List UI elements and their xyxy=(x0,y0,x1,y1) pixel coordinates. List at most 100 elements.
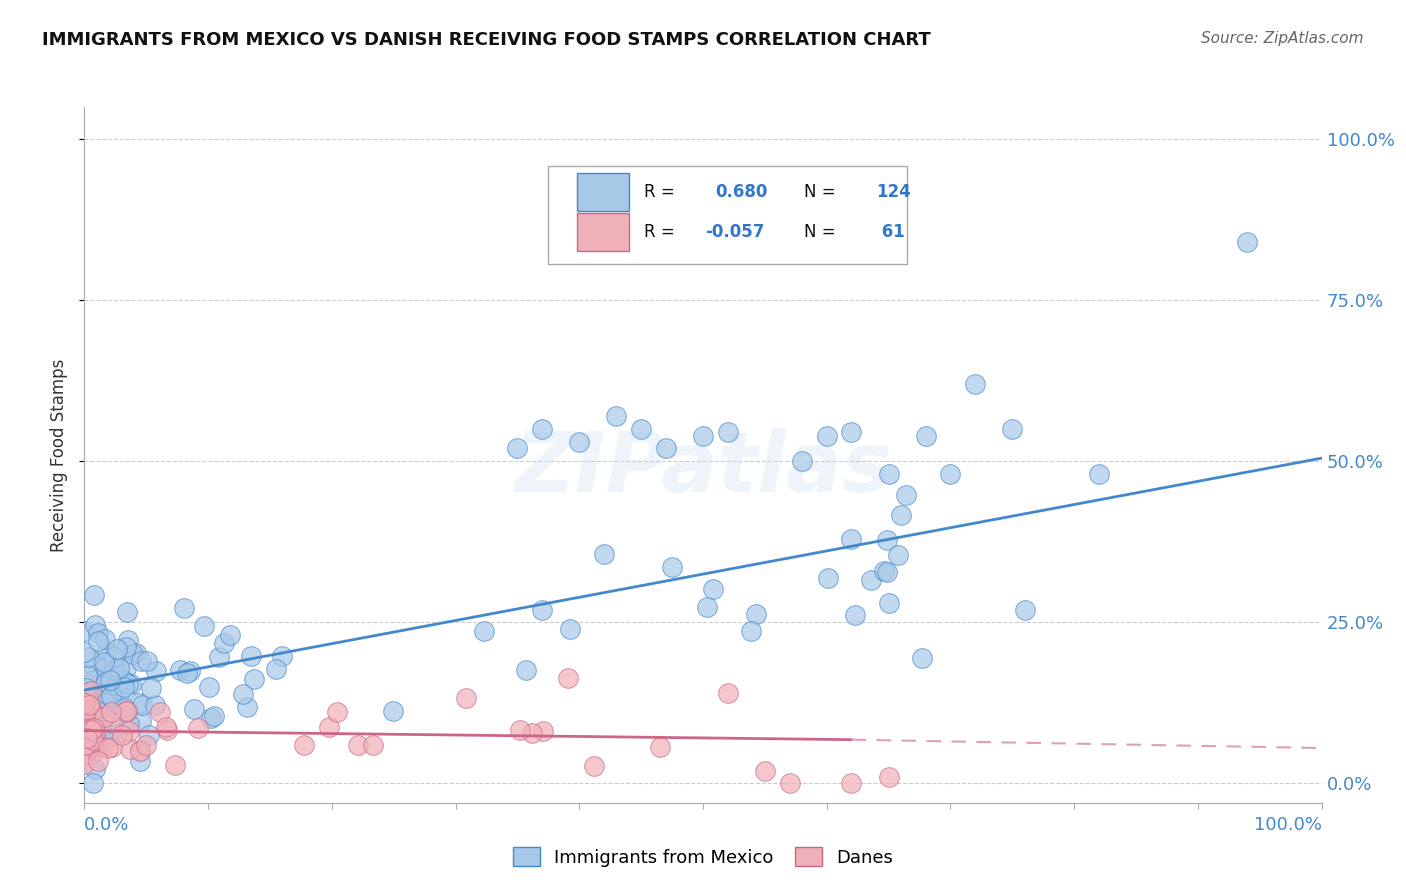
Point xyxy=(87,634,110,648)
Point xyxy=(876,565,898,579)
Point xyxy=(1001,422,1024,436)
Point xyxy=(877,467,900,482)
Point xyxy=(292,739,315,753)
Text: 124: 124 xyxy=(876,183,911,201)
Point xyxy=(73,645,96,659)
Point xyxy=(236,700,259,714)
Point xyxy=(844,607,866,622)
FancyBboxPatch shape xyxy=(576,173,628,211)
Text: R =: R = xyxy=(644,183,675,201)
Text: ZIPatlas: ZIPatlas xyxy=(515,428,891,509)
Point xyxy=(101,739,124,754)
Point xyxy=(117,724,139,739)
Point xyxy=(107,641,129,656)
Point xyxy=(1088,467,1111,482)
Point xyxy=(745,607,768,622)
Point xyxy=(965,377,987,392)
Point xyxy=(76,731,98,745)
Point xyxy=(202,709,225,723)
Point xyxy=(83,713,105,727)
Point xyxy=(271,649,294,664)
Point xyxy=(73,707,96,722)
Point xyxy=(790,454,813,468)
Point xyxy=(103,649,125,664)
Point xyxy=(108,685,131,699)
Point xyxy=(661,559,683,574)
Point xyxy=(630,422,652,436)
Point xyxy=(361,739,384,753)
Point xyxy=(859,573,882,587)
Text: R =: R = xyxy=(644,223,675,241)
Point xyxy=(877,770,900,784)
Point xyxy=(84,738,107,752)
Point xyxy=(128,743,150,757)
Point xyxy=(520,725,543,739)
Point xyxy=(243,672,266,686)
Point xyxy=(93,655,115,669)
Point xyxy=(740,624,762,639)
Point xyxy=(82,776,104,790)
Point xyxy=(77,721,100,735)
Point xyxy=(717,686,740,700)
Point xyxy=(79,723,101,737)
Point xyxy=(232,687,254,701)
Point xyxy=(136,654,159,668)
Point xyxy=(128,754,150,768)
Point xyxy=(87,626,110,640)
Point xyxy=(117,605,139,619)
Point xyxy=(80,703,103,717)
Point xyxy=(117,676,139,690)
Point xyxy=(817,571,839,585)
Point xyxy=(97,732,120,747)
Point xyxy=(592,548,614,562)
Point xyxy=(84,762,107,776)
Point xyxy=(79,698,101,712)
Point xyxy=(582,759,605,773)
Point xyxy=(717,425,740,440)
Point xyxy=(179,664,201,678)
Point xyxy=(212,636,235,650)
Point xyxy=(73,756,96,771)
Point xyxy=(98,673,121,688)
Point xyxy=(896,488,918,502)
Point xyxy=(93,710,115,724)
Point xyxy=(105,701,128,715)
Point xyxy=(75,711,97,725)
Point xyxy=(118,716,141,731)
Point xyxy=(73,624,96,639)
Point xyxy=(94,674,117,689)
Point xyxy=(76,744,98,758)
Point xyxy=(557,671,579,685)
Point xyxy=(1236,235,1258,250)
Point xyxy=(531,422,554,436)
Point xyxy=(183,702,205,716)
Text: 0.0%: 0.0% xyxy=(84,816,129,834)
Point xyxy=(128,743,150,757)
Point xyxy=(176,665,198,680)
Point xyxy=(73,734,96,748)
Point xyxy=(105,678,128,692)
Point xyxy=(318,720,340,734)
Point xyxy=(98,666,121,681)
Point xyxy=(208,649,231,664)
Point xyxy=(83,588,105,602)
Point xyxy=(128,696,150,710)
Point xyxy=(890,508,912,522)
Point xyxy=(515,663,537,677)
Point xyxy=(347,738,370,752)
Point xyxy=(94,686,117,700)
Point xyxy=(115,704,138,718)
Point xyxy=(558,622,581,636)
Point xyxy=(887,548,910,562)
Point xyxy=(155,720,177,734)
Point xyxy=(114,704,136,718)
Point xyxy=(75,735,97,749)
Point xyxy=(90,731,112,745)
Point xyxy=(103,663,125,677)
Point xyxy=(149,705,172,719)
Point xyxy=(111,673,134,688)
Point xyxy=(240,648,263,663)
Point xyxy=(112,700,135,714)
FancyBboxPatch shape xyxy=(548,166,907,263)
Point xyxy=(754,764,776,778)
